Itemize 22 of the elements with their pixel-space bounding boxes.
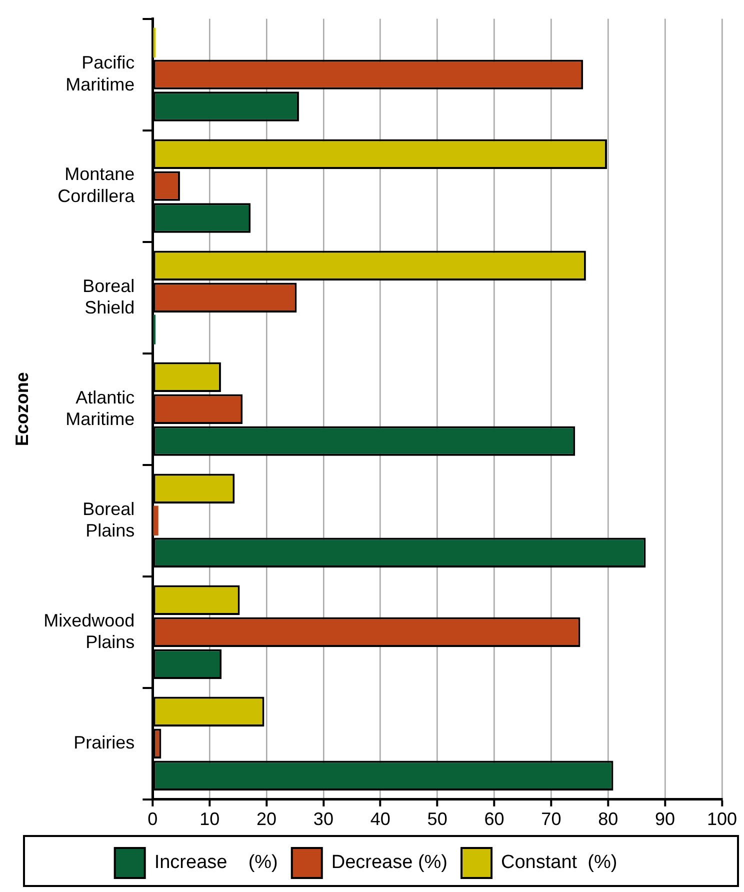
y-tick-label: Boreal Plains (82, 498, 135, 540)
legend-label: Decrease (%) (331, 852, 448, 874)
x-tick-label: 40 (370, 809, 390, 830)
y-tick-label: Prairies (74, 732, 135, 753)
y-axis-title: Ecozone (12, 372, 32, 446)
legend-label: Constant (%) (501, 852, 618, 874)
x-tick-label: 100 (706, 809, 738, 830)
x-tick-label: 30 (313, 809, 334, 830)
x-tick-label: 0 (148, 809, 158, 830)
x-tick-label: 10 (200, 809, 220, 830)
y-tick-label: Montane Cordillera (58, 164, 136, 206)
x-tick-label: 90 (655, 809, 676, 830)
x-tick-label: 20 (256, 809, 277, 830)
x-tick-label: 50 (427, 809, 448, 830)
x-tick-label: 60 (484, 809, 504, 830)
y-tick-label: Pacific Maritime (66, 52, 135, 94)
y-tick-label: Boreal Shield (82, 276, 135, 318)
y-tick-label: Atlantic Maritime (66, 387, 135, 429)
x-tick-label: 70 (541, 809, 562, 830)
y-tick-label: Mixedwood Plains (44, 610, 135, 652)
legend-label: Increase (%) (154, 852, 278, 874)
x-tick-label: 80 (598, 809, 618, 830)
